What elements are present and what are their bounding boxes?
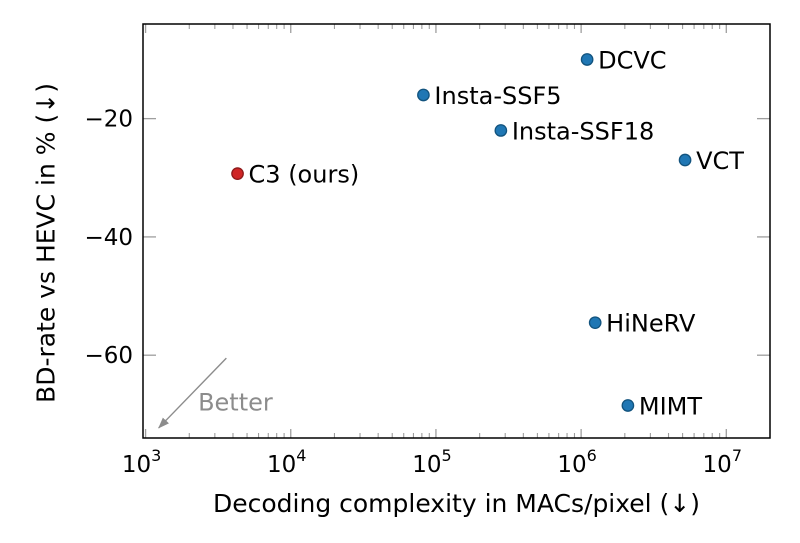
data-point-label-dcvc: DCVC — [598, 46, 666, 74]
better-annotation-label: Better — [198, 388, 273, 416]
data-point-vct — [678, 153, 692, 167]
x-tick-label: 105 — [412, 446, 451, 478]
data-point-label-hinerv: HiNeRV — [606, 310, 696, 338]
plot-border — [142, 23, 771, 439]
y-tick-label: −20 — [84, 107, 133, 133]
data-point-insta-ssf18 — [494, 124, 508, 137]
x-tick-label: 106 — [557, 446, 596, 478]
data-point-label-insta-ssf5: Insta-SSF5 — [434, 82, 561, 110]
data-point-hinerv — [588, 316, 602, 330]
data-point-insta-ssf5 — [417, 88, 430, 102]
x-tick-label: 104 — [267, 446, 306, 478]
x-axis-title: Decoding complexity in MACs/pixel (↓) — [212, 489, 701, 518]
data-point-label-insta-ssf18: Insta-SSF18 — [512, 117, 654, 145]
data-point-dcvc — [580, 53, 594, 66]
data-point-mimt — [621, 399, 635, 412]
y-tick-label: −40 — [84, 225, 133, 251]
x-tick-label: 107 — [703, 446, 742, 478]
x-tick-label: 103 — [122, 446, 161, 478]
data-point-label-c3-ours: C3 (ours) — [249, 161, 360, 189]
data-point-c3-ours — [231, 167, 244, 180]
y-axis-title: BD-rate vs HEVC in % (↓) — [31, 83, 61, 403]
data-point-label-mimt: MIMT — [639, 392, 702, 420]
data-point-label-vct: VCT — [696, 147, 744, 175]
better-arrow — [158, 357, 227, 429]
y-tick-label: −60 — [84, 343, 133, 369]
